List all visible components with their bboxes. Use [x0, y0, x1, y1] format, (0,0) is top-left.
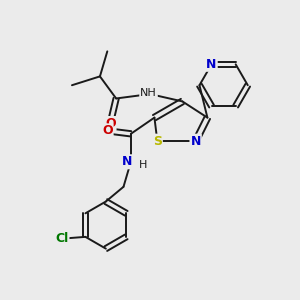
Text: Cl: Cl: [55, 232, 68, 245]
Text: S: S: [153, 135, 162, 148]
Text: O: O: [105, 117, 116, 130]
Text: N: N: [190, 135, 201, 148]
Text: N: N: [122, 155, 133, 168]
Text: O: O: [102, 124, 112, 137]
Text: N: N: [206, 58, 217, 71]
Text: NH: NH: [140, 88, 157, 98]
Text: H: H: [139, 160, 147, 170]
